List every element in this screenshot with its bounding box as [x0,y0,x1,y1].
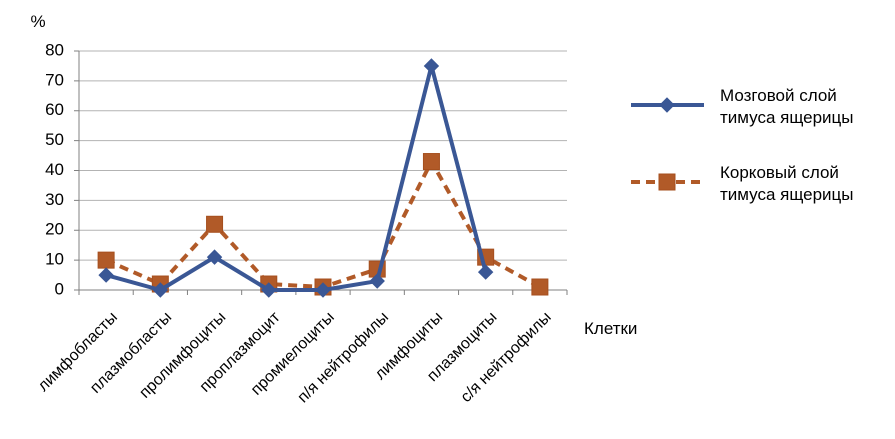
legend-label: тимуса ящерицы [720,185,854,204]
y-tick-label: 10 [45,250,64,269]
data-point [206,215,224,233]
x-tick-label: п/я нейтрофилы [295,309,393,407]
legend-label: Мозговой слой [720,86,837,105]
series-line [105,63,488,292]
legend-marker [658,173,676,191]
y-tick-label: 60 [45,100,64,119]
y-tick-labels: 0 10 20 30 40 50 60 70 80 [45,40,64,298]
y-tick-label: 30 [45,190,64,209]
data-point [369,273,385,289]
legend-marker [659,97,675,113]
y-tick-label: 80 [45,40,64,59]
data-point [315,282,331,298]
data-point [477,264,494,280]
data-point [261,282,277,298]
series-1 [98,58,494,298]
legend-label: тимуса ящерицы [720,108,854,127]
data-point [98,267,114,283]
gridlines [79,50,567,261]
legend-item-2: Корковый слой тимуса ящерицы [631,163,854,204]
legend-item-1: Мозговой слой тимуса ящерицы [631,86,854,127]
y-tick-label: 70 [45,70,64,89]
data-point [531,278,549,296]
x-tick-labels: лимфобластыплазмобластыпролимфоцитыпропл… [35,308,555,406]
y-tick-label: 0 [55,279,64,298]
x-tick-label: с/я нейтрофилы [458,309,555,406]
legend-label: Корковый слой [720,163,839,182]
data-point [97,251,115,269]
series-layer [97,58,549,298]
y-axis-title: % [30,12,45,31]
y-tick-label: 40 [45,160,64,179]
data-point [423,58,440,74]
y-tick-label: 20 [45,220,64,239]
data-point [422,153,440,171]
data-point [206,249,223,265]
x-axis-title: Клетки [584,319,637,338]
y-tick-label: 50 [45,130,64,149]
data-point [152,282,169,298]
